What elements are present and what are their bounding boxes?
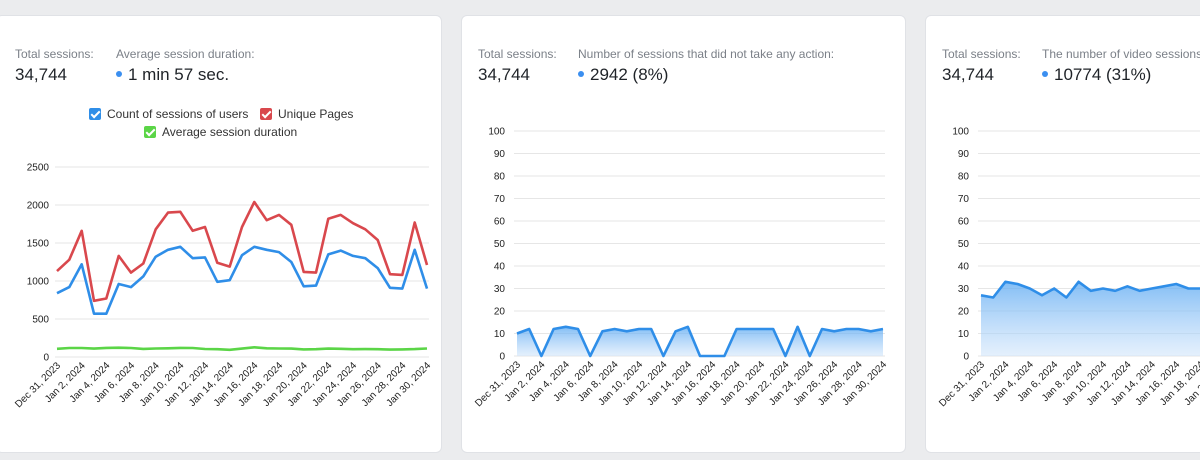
y-tick-label: 30 <box>494 284 506 295</box>
y-tick-label: 90 <box>494 149 506 160</box>
y-tick-label: 20 <box>958 307 970 318</box>
total-sessions-label: Total sessions: <box>942 47 1021 61</box>
series-line-count-of-sessions-of-users <box>56 245 429 315</box>
legend-label: Unique Pages <box>278 107 354 121</box>
y-tick-label: 1000 <box>27 277 50 288</box>
total-sessions-value: 34,744 <box>478 65 530 84</box>
video-sessions-text: 10774 (31%) <box>1054 65 1152 84</box>
series-line-sessions <box>980 280 1200 299</box>
y-tick-label: 500 <box>32 315 49 326</box>
checkbox-checked-icon[interactable] <box>260 108 272 120</box>
y-tick-label: 60 <box>494 217 506 228</box>
bullet-dot-icon <box>116 70 122 77</box>
avg-duration-value: 1 min 57 sec. <box>116 65 229 85</box>
total-sessions-label: Total sessions: <box>15 47 94 61</box>
y-tick-label: 40 <box>494 262 506 273</box>
y-tick-label: 2000 <box>27 201 50 212</box>
y-tick-label: 70 <box>494 194 506 205</box>
checkbox-checked-icon[interactable] <box>89 108 101 120</box>
y-tick-label: 10 <box>494 329 506 340</box>
y-tick-label: 1500 <box>27 239 50 250</box>
no-action-label: Number of sessions that did not take any… <box>578 47 835 61</box>
y-tick-label: 40 <box>958 262 970 273</box>
y-tick-label: 30 <box>958 284 970 295</box>
checkbox-checked-icon[interactable] <box>144 126 156 138</box>
y-tick-label: 100 <box>952 127 969 138</box>
legend-label: Average session duration <box>162 125 298 139</box>
series-area <box>981 281 1200 356</box>
series-line-sessions <box>516 325 884 358</box>
video-sessions-label: The number of video sessions <box>1042 47 1200 61</box>
y-tick-label: 0 <box>963 352 969 363</box>
legend-item-avg-duration[interactable]: Average session duration <box>144 125 297 139</box>
series-line-average-session-duration <box>56 346 428 352</box>
series-line-unique-pages <box>56 200 429 303</box>
y-tick-label: 60 <box>958 217 970 228</box>
no-action-card: Total sessions: 34,744 Number of session… <box>461 15 906 453</box>
series-area <box>517 326 883 356</box>
y-tick-label: 2500 <box>27 163 50 174</box>
y-tick-label: 0 <box>499 352 505 363</box>
legend-item-unique-pages[interactable]: Unique Pages <box>260 107 353 121</box>
no-action-text: 2942 (8%) <box>590 65 669 84</box>
bullet-dot-icon <box>578 70 584 77</box>
y-tick-label: 20 <box>494 307 506 318</box>
avg-duration-text: 1 min 57 sec. <box>128 65 230 84</box>
total-sessions-value: 34,744 <box>15 65 67 84</box>
y-tick-label: 10 <box>958 329 970 340</box>
total-sessions-value: 34,744 <box>942 65 994 84</box>
total-sessions-label: Total sessions: <box>478 47 557 61</box>
y-tick-label: 70 <box>958 194 970 205</box>
sessions-card: Total sessions: 34,744 Average session d… <box>0 15 442 453</box>
y-tick-label: 100 <box>488 127 505 138</box>
y-tick-label: 0 <box>43 353 49 364</box>
avg-duration-label: Average session duration: <box>116 47 255 61</box>
y-tick-label: 90 <box>958 149 970 160</box>
no-action-value: 2942 (8%) <box>578 65 668 85</box>
y-tick-label: 50 <box>958 239 970 250</box>
bullet-dot-icon <box>1042 70 1048 77</box>
video-sessions-card: Total sessions: 34,744 The number of vid… <box>925 15 1200 453</box>
video-sessions-value: 10774 (31%) <box>1042 65 1151 85</box>
legend-item-sessions[interactable]: Count of sessions of users <box>89 107 248 121</box>
legend-label: Count of sessions of users <box>107 107 249 121</box>
y-tick-label: 80 <box>494 172 506 183</box>
y-tick-label: 50 <box>494 239 506 250</box>
y-tick-label: 80 <box>958 172 970 183</box>
